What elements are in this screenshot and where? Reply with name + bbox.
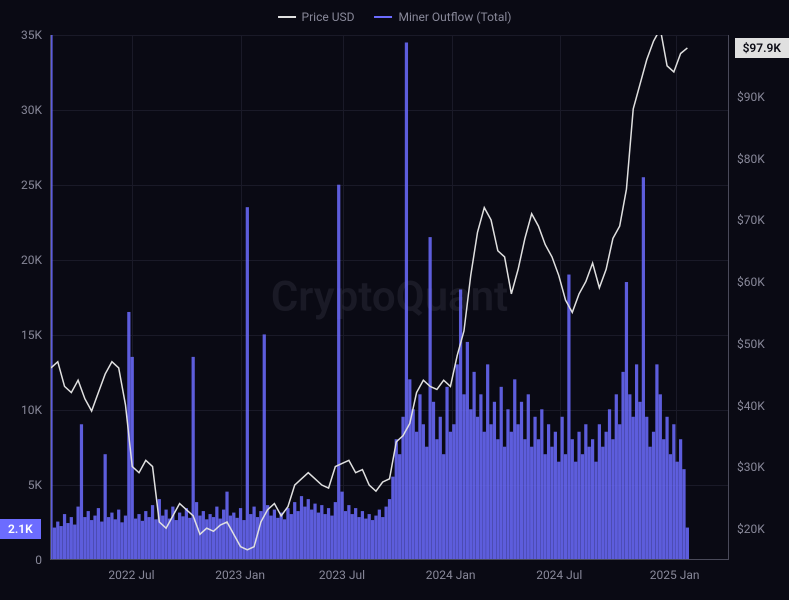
plot-area: CryptoQuant	[50, 35, 729, 560]
y-left-tick-label: 15K	[21, 328, 42, 342]
y-right-tick-label: $30K	[737, 460, 765, 474]
x-tick-label: 2022 Jul	[108, 568, 154, 582]
legend-label-price: Price USD	[302, 10, 355, 24]
y-right-tick-label: $90K	[737, 90, 765, 104]
y-left-tick-label: 20K	[21, 253, 42, 267]
y-right-tick-label: $70K	[737, 213, 765, 227]
outflow-current-badge: 2.1K	[0, 519, 41, 539]
price-badge-value: $97.9K	[743, 41, 781, 55]
x-tick-label: 2023 Jan	[215, 568, 265, 582]
legend-item-price: Price USD	[278, 10, 355, 24]
y-right-tick-label: $40K	[737, 399, 765, 413]
x-tick-label: 2024 Jul	[536, 568, 582, 582]
y-right-tick-label: $60K	[737, 275, 765, 289]
x-tick-label: 2023 Jul	[319, 568, 365, 582]
y-left-tick-label: 25K	[21, 178, 42, 192]
x-tick-label: 2024 Jan	[426, 568, 476, 582]
y-left-tick-label: 35K	[21, 28, 42, 42]
legend-label-outflow: Miner Outflow (Total)	[399, 10, 512, 24]
chart-legend: Price USD Miner Outflow (Total)	[278, 10, 512, 24]
x-axis: 2022 Jul 2023 Jan 2023 Jul 2024 Jan 2024 Jul…	[50, 560, 729, 600]
chart-container: Price USD Miner Outflow (Total) 0 5K 10K 15…	[0, 0, 789, 600]
legend-swatch-price	[278, 16, 296, 18]
y-right-tick-label: $80K	[737, 152, 765, 166]
price-line-svg	[51, 35, 728, 559]
price-current-badge: $97.9K	[735, 38, 789, 58]
legend-item-outflow: Miner Outflow (Total)	[375, 10, 512, 24]
y-right-tick-label: $20K	[737, 522, 765, 536]
x-tick-label: 2025 Jan	[650, 568, 700, 582]
y-axis-left: 05K10K15K20K25K30K35K	[0, 35, 50, 560]
y-left-tick-label: 10K	[21, 403, 42, 417]
outflow-badge-value: 2.1K	[8, 522, 33, 536]
price-line	[51, 35, 687, 550]
y-right-tick-label: $50K	[737, 337, 765, 351]
legend-swatch-outflow	[375, 16, 393, 18]
y-left-tick-label: 0	[35, 553, 42, 567]
y-left-tick-label: 5K	[28, 478, 42, 492]
y-left-tick-label: 30K	[21, 103, 42, 117]
y-axis-right: $20K $30K $40K $50K $60K $70K $80K $90K	[729, 35, 789, 560]
